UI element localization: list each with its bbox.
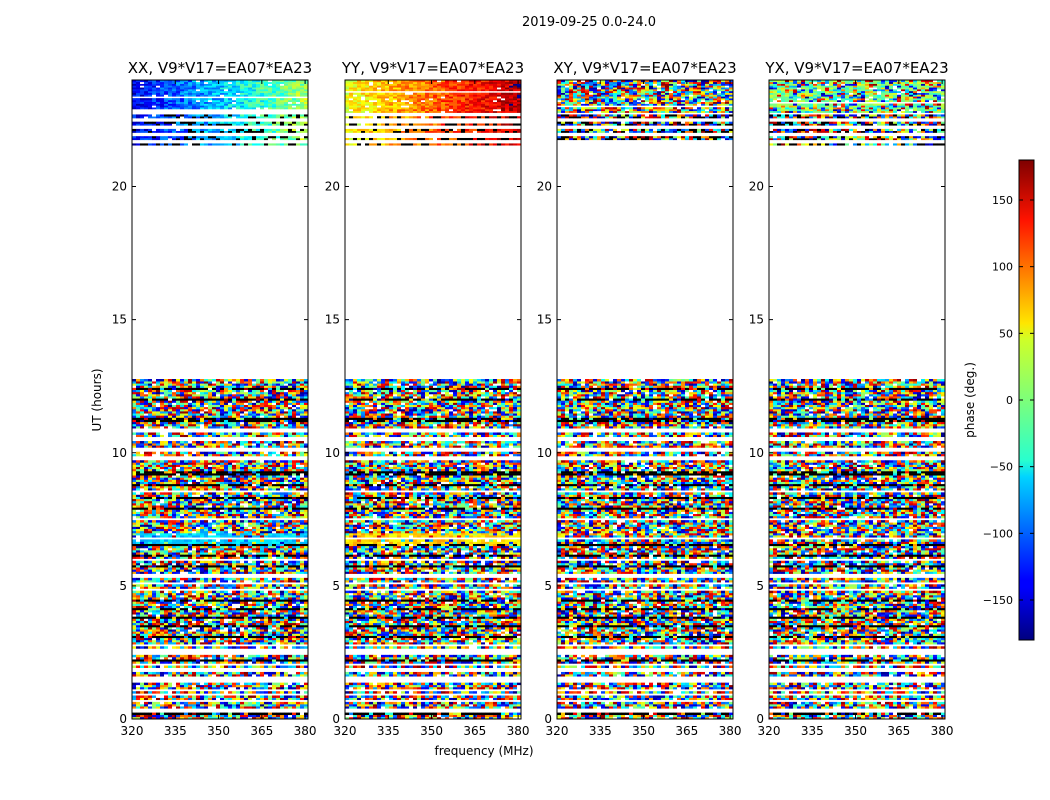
colorbar-tick-label: 0 xyxy=(1006,394,1013,407)
panel-0: XX, V9*V17=EA07*EA23 320 335 350 365 380 0 5 10 1… xyxy=(112,59,317,738)
x-tick-label: 320 xyxy=(546,724,569,738)
y-tick-label: 5 xyxy=(119,579,127,593)
x-tick-label: 320 xyxy=(334,724,357,738)
x-tick-label: 380 xyxy=(719,724,742,738)
colorbar-label: phase (deg.) xyxy=(963,362,977,438)
x-tick-label: 380 xyxy=(931,724,954,738)
colorbar: −150 −100 −50 0 50 100 150 phase (deg.) xyxy=(963,160,1034,640)
panel-title: XY, V9*V17=EA07*EA23 xyxy=(553,59,736,77)
panel-title: XX, V9*V17=EA07*EA23 xyxy=(128,59,312,77)
y-tick-label: 0 xyxy=(332,712,340,726)
colorbar-tick-label: 150 xyxy=(992,194,1013,207)
x-tick-label: 365 xyxy=(887,724,910,738)
x-tick-label: 380 xyxy=(294,724,317,738)
x-tick-label: 365 xyxy=(463,724,486,738)
panel-1: YY, V9*V17=EA07*EA23 320 335 350 365 380 0 5 10 1… xyxy=(325,59,530,738)
x-axis-label: frequency (MHz) xyxy=(434,744,533,758)
colorbar-tick-label: −100 xyxy=(983,527,1013,540)
y-tick-label: 10 xyxy=(325,446,340,460)
y-tick-label: 15 xyxy=(325,313,340,327)
x-tick-label: 335 xyxy=(589,724,612,738)
x-tick-label: 365 xyxy=(250,724,273,738)
x-tick-label: 380 xyxy=(507,724,530,738)
y-tick-label: 15 xyxy=(537,313,552,327)
x-tick-label: 335 xyxy=(801,724,824,738)
colorbar-tick-label: −50 xyxy=(990,461,1013,474)
colorbar-tick-label: 100 xyxy=(992,261,1013,274)
x-tick-label: 365 xyxy=(675,724,698,738)
y-tick-label: 5 xyxy=(544,579,552,593)
y-tick-label: 10 xyxy=(112,446,127,460)
x-tick-label: 350 xyxy=(207,724,230,738)
x-tick-label: 335 xyxy=(164,724,187,738)
y-tick-label: 20 xyxy=(325,180,340,194)
heatmap-cells xyxy=(132,80,308,719)
colorbar-tick-label: 50 xyxy=(999,327,1013,340)
panel-title: YX, V9*V17=EA07*EA23 xyxy=(764,59,948,77)
y-tick-label: 15 xyxy=(112,313,127,327)
heatmap-cells xyxy=(769,80,945,719)
y-tick-label: 20 xyxy=(112,180,127,194)
y-tick-label: 0 xyxy=(756,712,764,726)
y-tick-label: 5 xyxy=(332,579,340,593)
y-tick-label: 10 xyxy=(749,446,764,460)
panel-title: YY, V9*V17=EA07*EA23 xyxy=(341,59,524,77)
y-tick-label: 20 xyxy=(537,180,552,194)
y-tick-label: 20 xyxy=(749,180,764,194)
x-tick-label: 350 xyxy=(420,724,443,738)
x-tick-label: 335 xyxy=(377,724,400,738)
panel-3: YX, V9*V17=EA07*EA23 320 335 350 365 380 0 5 10 1… xyxy=(749,59,954,738)
y-tick-label: 0 xyxy=(119,712,127,726)
y-tick-label: 0 xyxy=(544,712,552,726)
x-tick-label: 320 xyxy=(758,724,781,738)
figure-suptitle: 2019-09-25 0.0-24.0 xyxy=(522,15,656,30)
x-tick-label: 350 xyxy=(844,724,867,738)
heatmap-cells xyxy=(345,80,521,719)
panels-group: XX, V9*V17=EA07*EA23 320 335 350 365 380 0 5 10 1… xyxy=(112,59,954,738)
y-tick-label: 10 xyxy=(537,446,552,460)
y-tick-label: 15 xyxy=(749,313,764,327)
x-tick-label: 350 xyxy=(632,724,655,738)
colorbar-tick-label: −150 xyxy=(983,594,1013,607)
heatmap-cells xyxy=(557,80,733,719)
panel-2: XY, V9*V17=EA07*EA23 320 335 350 365 380 0 5 10 1… xyxy=(537,59,742,738)
y-axis-label: UT (hours) xyxy=(90,368,104,431)
y-tick-label: 5 xyxy=(756,579,764,593)
x-tick-label: 320 xyxy=(121,724,144,738)
